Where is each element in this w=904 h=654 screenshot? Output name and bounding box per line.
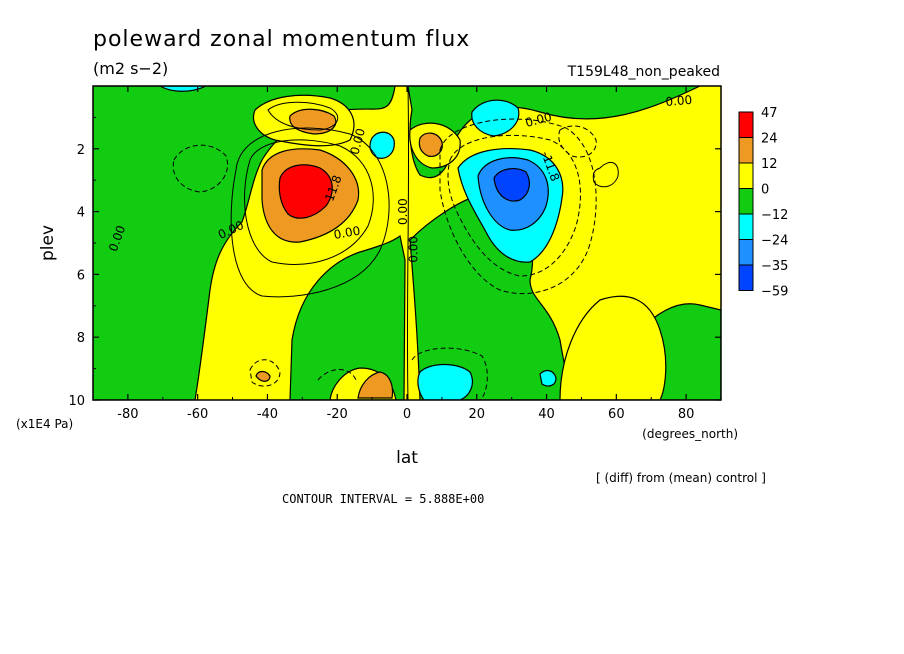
colorbar-swatch bbox=[738, 162, 754, 189]
contour-label: 0.00 bbox=[396, 198, 410, 225]
colorbar-swatch bbox=[738, 111, 754, 138]
contour-label: 0.00 bbox=[333, 224, 362, 242]
cyan-patch-northtop bbox=[471, 99, 520, 137]
x-tick-label: 80 bbox=[678, 407, 695, 422]
colorbar-label: 47 bbox=[761, 106, 778, 121]
x-tick-label: 0 bbox=[403, 407, 411, 422]
contour-label: 0.00 bbox=[348, 127, 368, 156]
negative-contour-lines bbox=[172, 118, 597, 400]
colorbar-label: −35 bbox=[761, 259, 788, 274]
y-axis-units: (x1E4 Pa) bbox=[16, 417, 73, 431]
positive-regions-strong bbox=[278, 164, 333, 219]
yellow-patch-east bbox=[559, 295, 667, 400]
colorbar-label: 24 bbox=[761, 132, 778, 147]
colorbar-swatch bbox=[738, 239, 754, 266]
negative-regions-light bbox=[93, 86, 721, 400]
colorbar: 47 24 12 0 −12 −24 −35 −59 bbox=[738, 106, 788, 300]
y-axis: 2 4 6 8 10 bbox=[68, 116, 721, 409]
orange-patch-equator bbox=[418, 132, 443, 157]
colorbar-swatch bbox=[738, 137, 754, 164]
contour-label: 0.00 bbox=[406, 236, 420, 263]
y-tick-label: 4 bbox=[77, 206, 85, 221]
x-axis: -80 -60 -40 -20 0 20 40 60 80 bbox=[92, 86, 722, 422]
run-name: T159L48_non_peaked bbox=[567, 64, 720, 80]
red-core-south bbox=[278, 164, 333, 219]
x-tick-label: -60 bbox=[187, 407, 208, 422]
contour-label: 0.00 bbox=[665, 93, 693, 109]
x-tick-label: -80 bbox=[117, 407, 138, 422]
x-tick-label: 20 bbox=[469, 407, 486, 422]
positive-contour-lines bbox=[230, 86, 619, 400]
contour-label: 0.00 bbox=[524, 110, 553, 130]
colorbar-label: −24 bbox=[761, 234, 788, 249]
colorbar-label: −59 bbox=[761, 285, 788, 300]
chart-title: poleward zonal momentum flux bbox=[93, 27, 470, 52]
y-tick-label: 6 bbox=[77, 268, 85, 283]
cyan-patch-north40 bbox=[539, 369, 557, 387]
x-tick-label: -40 bbox=[257, 407, 278, 422]
green-region-south bbox=[93, 86, 396, 400]
diff-note: [ (diff) from (mean) control ] bbox=[596, 471, 766, 485]
orange-patch-south-blob bbox=[255, 370, 271, 382]
x-axis-title: lat bbox=[396, 448, 418, 468]
x-axis-units: (degrees_north) bbox=[642, 427, 738, 441]
x-tick-label: -20 bbox=[327, 407, 348, 422]
negative-regions-strongest bbox=[493, 168, 530, 202]
x-tick-label: 60 bbox=[608, 407, 625, 422]
colorbar-label: 0 bbox=[761, 183, 769, 198]
orange-patch-south-lower bbox=[357, 371, 394, 399]
y-tick-label: 2 bbox=[77, 143, 85, 158]
y-tick-label: 8 bbox=[77, 331, 85, 346]
colorbar-swatch bbox=[738, 264, 754, 291]
contour-interval-text: CONTOUR INTERVAL = 5.888E+00 bbox=[282, 492, 484, 506]
blue-core-north bbox=[493, 168, 530, 202]
colorbar-label: 12 bbox=[761, 157, 778, 172]
y-axis-title: plev bbox=[38, 225, 58, 261]
chart-units: (m2 s−2) bbox=[93, 59, 168, 78]
cyan-patch-equator-south bbox=[369, 131, 395, 159]
y-tick-label: 10 bbox=[68, 394, 85, 409]
x-tick-label: 40 bbox=[538, 407, 555, 422]
green-region-mid bbox=[289, 234, 406, 400]
colorbar-swatch bbox=[738, 188, 754, 215]
plot-area bbox=[93, 86, 721, 400]
colorbar-label: −12 bbox=[761, 208, 788, 223]
cyan-patch-lower-north bbox=[417, 363, 473, 400]
colorbar-swatch bbox=[738, 213, 754, 240]
